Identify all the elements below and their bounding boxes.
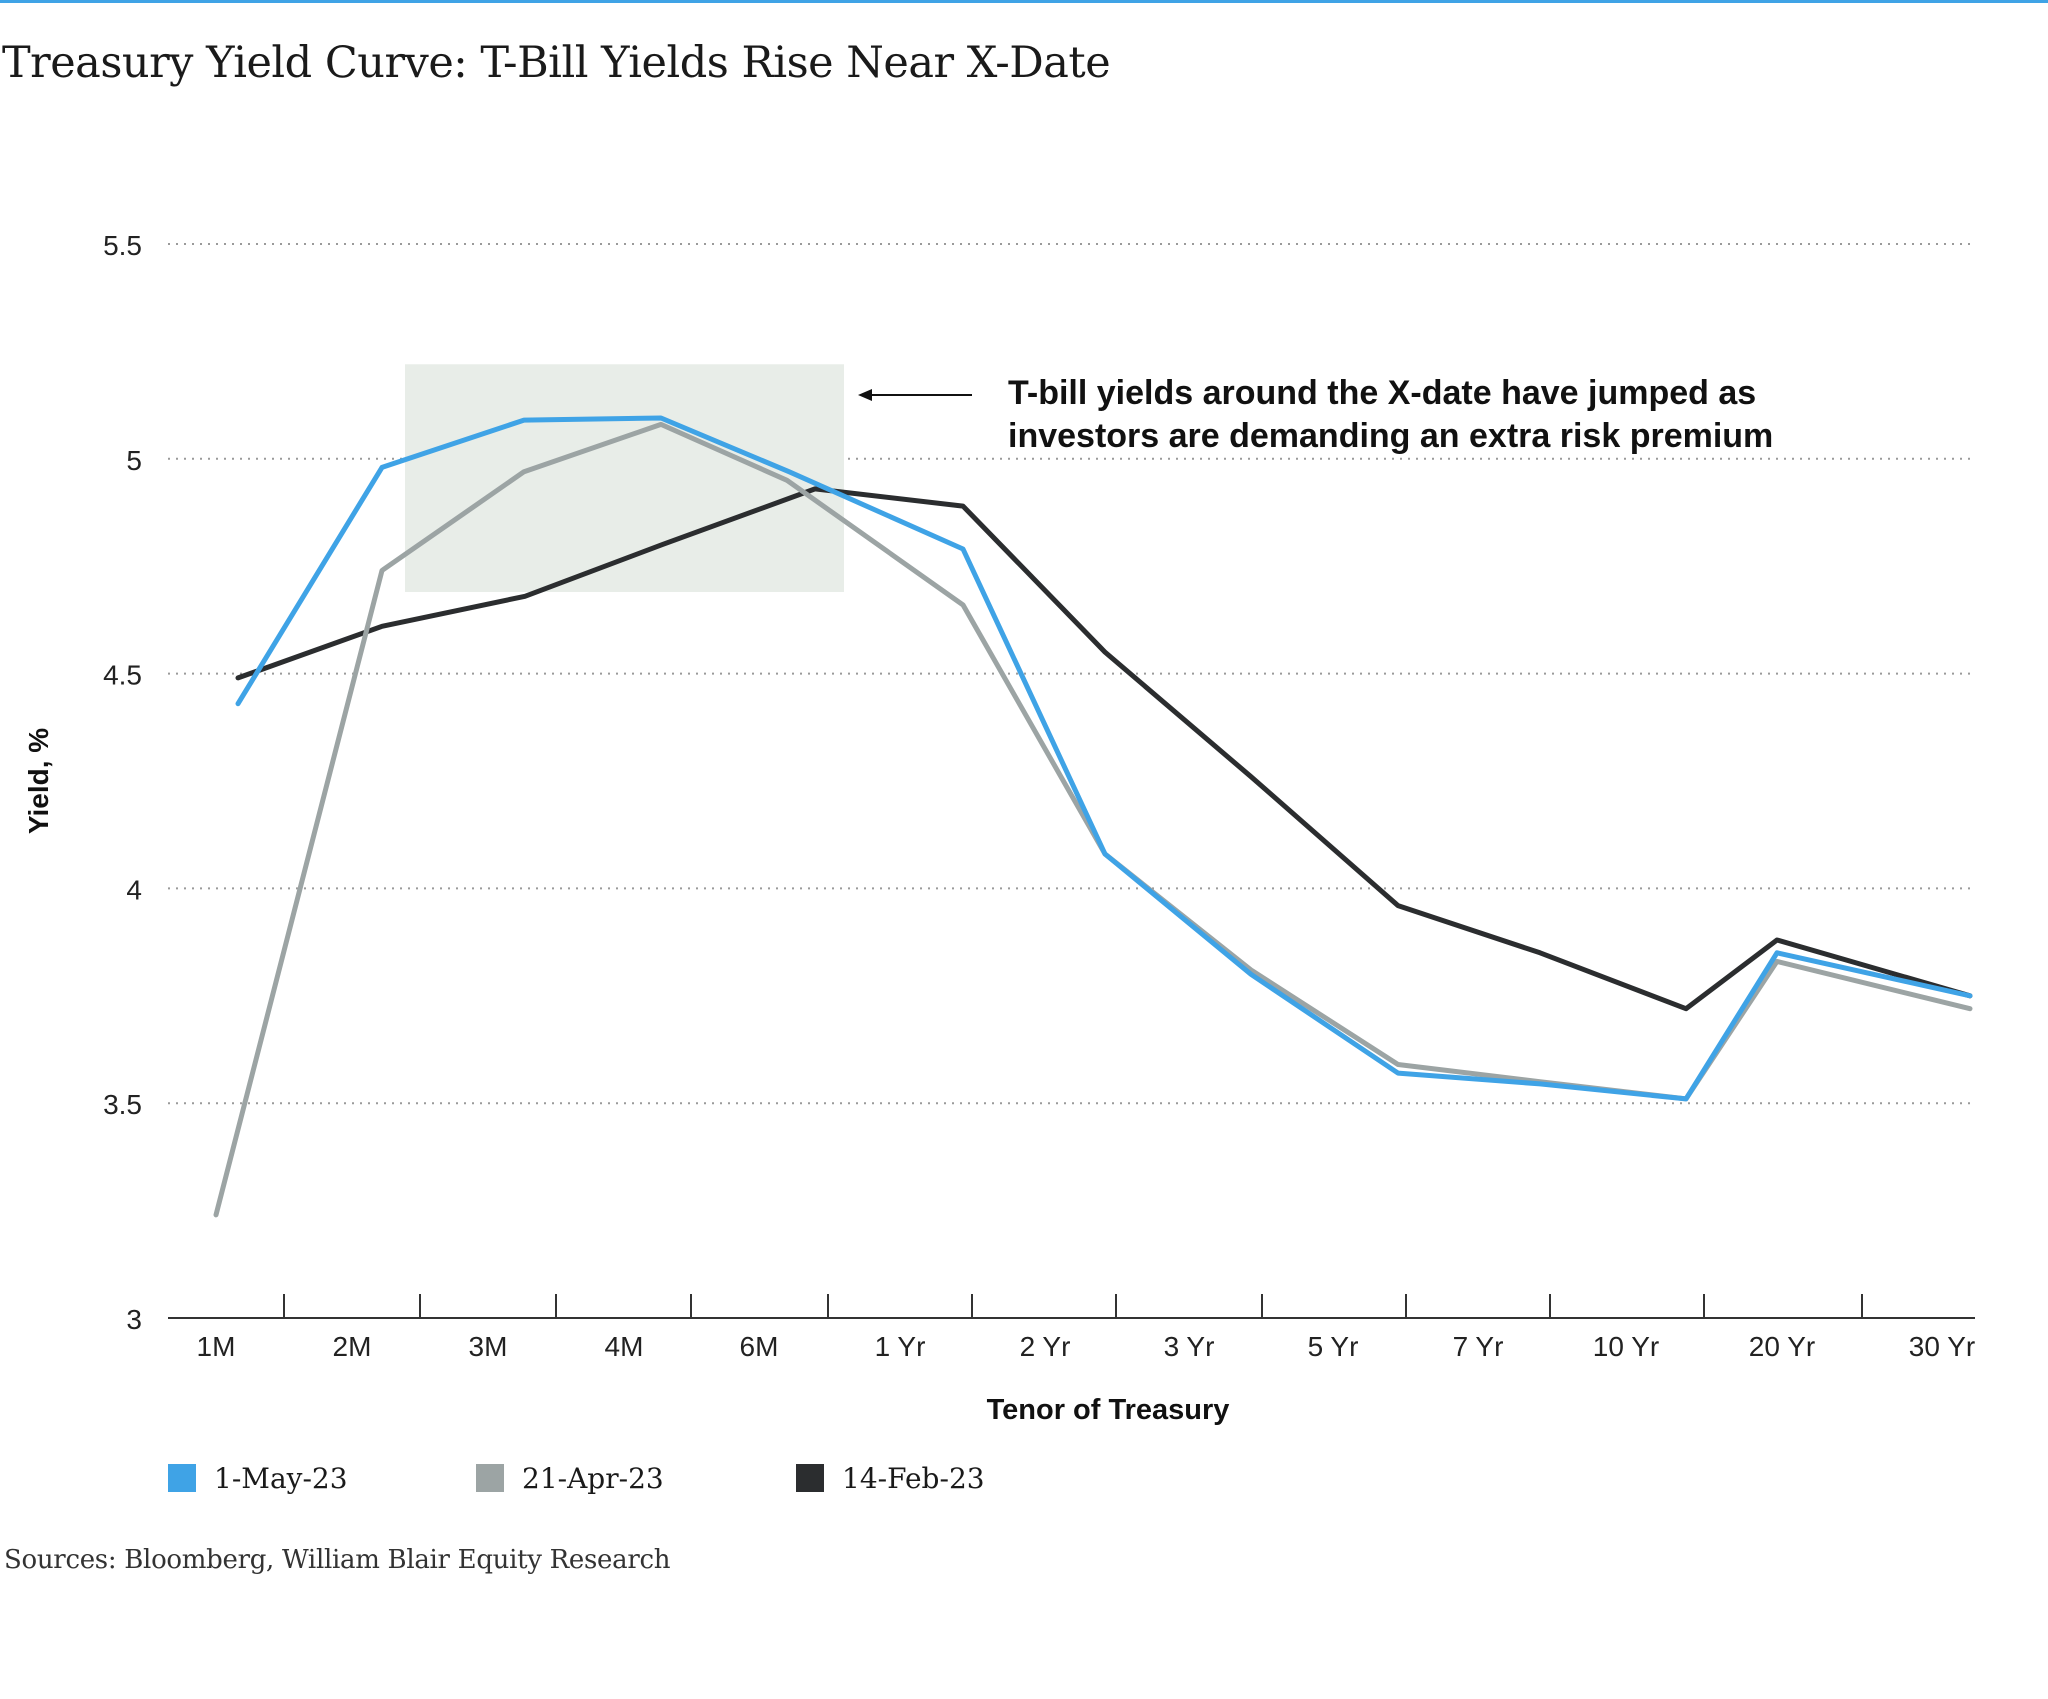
legend-swatch (168, 1464, 196, 1492)
y-tick-label: 5.5 (103, 230, 142, 261)
x-tick-label: 6M (740, 1331, 779, 1362)
annotation-text-line: T-bill yields around the X-date have jum… (1008, 374, 1756, 412)
x-tick-label: 10 Yr (1593, 1331, 1659, 1362)
x-tick-label: 2M (333, 1331, 372, 1362)
legend-item-14-feb-23: 14-Feb-23 (796, 1458, 985, 1498)
grid-lines (168, 243, 1975, 1105)
y-axis-label: Yield, % (23, 728, 54, 834)
y-axis-tick-labels: 3 3.5 4 4.5 5 5.5 (103, 230, 142, 1335)
x-axis (168, 1294, 1975, 1319)
series-line-2 (235, 486, 1973, 1012)
x-tick-label: 7 Yr (1453, 1331, 1504, 1362)
x-tick-label: 3M (469, 1331, 508, 1362)
legend-label: 1-May-23 (214, 1461, 348, 1495)
legend-swatch (476, 1464, 504, 1492)
legend-item-21-apr-23: 21-Apr-23 (476, 1458, 664, 1498)
x-tick-label: 1M (197, 1331, 236, 1362)
y-tick-label: 5 (126, 445, 142, 476)
series-lines (213, 415, 1973, 1218)
source-note: Sources: Bloomberg, William Blair Equity… (4, 1545, 671, 1575)
x-tick-label: 3 Yr (1164, 1331, 1215, 1362)
y-tick-label: 4.5 (103, 660, 142, 691)
x-tick-label: 30 Yr (1909, 1331, 1975, 1362)
annotation-arrowhead (858, 389, 872, 401)
legend-item-1-may-23: 1-May-23 (168, 1458, 348, 1498)
top-accent-rule (0, 0, 2048, 3)
x-tick-label: 4M (605, 1331, 644, 1362)
legend-label: 21-Apr-23 (522, 1461, 664, 1495)
y-tick-label: 3 (126, 1304, 142, 1335)
legend-label: 14-Feb-23 (842, 1461, 985, 1495)
x-tick-label: 1 Yr (875, 1331, 926, 1362)
series-line-0 (235, 415, 1973, 1102)
x-date-highlight-box (405, 364, 844, 592)
x-tick-label: 20 Yr (1749, 1331, 1815, 1362)
y-tick-label: 3.5 (103, 1089, 142, 1120)
annotation-text-line: investors are demanding an extra risk pr… (1008, 417, 1773, 455)
annotation: T-bill yields around the X-date have jum… (858, 374, 1773, 455)
legend-swatch (796, 1464, 824, 1492)
x-tick-label: 5 Yr (1308, 1331, 1359, 1362)
x-axis-tick-labels: 1M 2M 3M 4M 6M 1 Yr 2 Yr 3 Yr 5 Yr 7 Yr 10 Yr 20 Yr… (197, 1331, 1976, 1362)
x-axis-label: Tenor of Treasury (987, 1394, 1230, 1426)
x-tick-label: 2 Yr (1020, 1331, 1071, 1362)
y-tick-label: 4 (126, 874, 142, 905)
chart-title: Treasury Yield Curve: T-Bill Yields Rise… (2, 38, 1111, 88)
